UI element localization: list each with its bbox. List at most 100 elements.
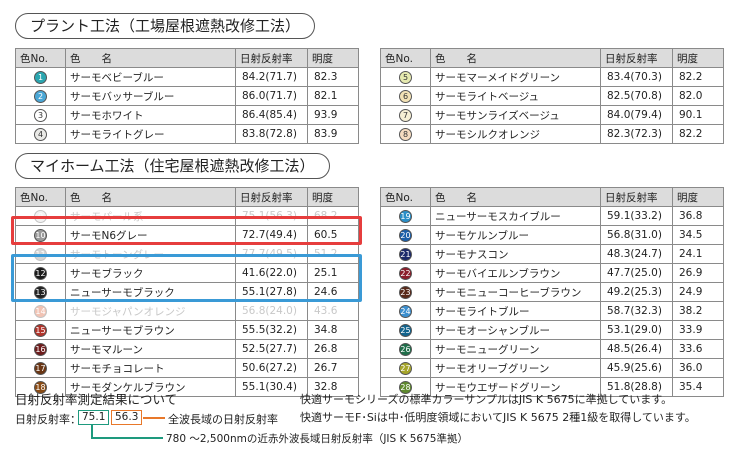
- brightness-cell: 43.6: [307, 301, 359, 321]
- color-no-cell: 9: [15, 206, 66, 226]
- color-number-badge: 8: [399, 127, 412, 141]
- brightness-cell: 26.9: [672, 263, 724, 283]
- reflectance-cell: 48.3(24.7): [600, 244, 673, 264]
- col-header-brightness: 明度: [307, 48, 359, 68]
- note-line-1: 快適サーモシリーズの標準カラーサンプルはJIS K 5675に準拠しています。: [300, 393, 673, 406]
- table-row: 18 サーモダンケルブラウン 55.1(30.4) 32.8: [15, 377, 359, 397]
- reflectance-cell: 49.2(25.3): [600, 282, 673, 302]
- color-number-badge: 11: [34, 247, 47, 261]
- reflectance-cell: 51.8(28.8): [600, 377, 673, 397]
- color-number-badge: 3: [34, 108, 47, 122]
- table-row: 11 サーモトーングレー 77.7(49.5) 51.2: [15, 244, 359, 264]
- color-no-cell: 24: [380, 301, 431, 321]
- color-name-cell: ニューサーモブラック: [65, 282, 236, 302]
- reflectance-cell: 86.4(85.4): [235, 105, 308, 125]
- col-header-no: 色No.: [380, 187, 431, 207]
- section-title-plant: プラント工法（工場屋根遮熱改修工法）: [15, 13, 316, 39]
- color-number-badge: 27: [399, 361, 412, 375]
- brightness-cell: 83.9: [307, 124, 359, 144]
- table-row: 19 ニューサーモスカイブルー 59.1(33.2) 36.8: [380, 206, 724, 226]
- brightness-cell: 32.8: [307, 377, 359, 397]
- color-name-cell: サーモジャパンオレンジ: [65, 301, 236, 321]
- color-number-badge: 6: [399, 89, 412, 103]
- brightness-cell: 51.2: [307, 244, 359, 264]
- color-no-cell: 4: [15, 124, 66, 144]
- color-name-cell: サーモニューグリーン: [430, 339, 601, 359]
- color-name-cell: サーモケルンブルー: [430, 225, 601, 245]
- brightness-cell: 34.5: [672, 225, 724, 245]
- nir-leader-line-v: [91, 425, 93, 438]
- col-header-no: 色No.: [15, 48, 66, 68]
- reflectance-cell: 55.5(32.2): [235, 320, 308, 340]
- col-header-reflectance: 日射反射率: [600, 187, 673, 207]
- brightness-cell: 82.0: [672, 86, 724, 106]
- color-no-cell: 15: [15, 320, 66, 340]
- color-name-cell: ニューサーモスカイブルー: [430, 206, 601, 226]
- color-name-cell: サーモライトベージュ: [430, 86, 601, 106]
- brightness-cell: 36.0: [672, 358, 724, 378]
- brightness-cell: 60.5: [307, 225, 359, 245]
- table-row: 21 サーモナスコン 48.3(24.7) 24.1: [380, 244, 724, 264]
- brightness-cell: 90.1: [672, 105, 724, 125]
- reflectance-cell: 52.5(27.7): [235, 339, 308, 359]
- table-row: 23 サーモニューコーヒーブラウン 49.2(25.3) 24.9: [380, 282, 724, 302]
- reflectance-cell: 82.3(72.3): [600, 124, 673, 144]
- color-no-cell: 5: [380, 67, 431, 87]
- color-no-cell: 18: [15, 377, 66, 397]
- myhome-table-left: 色No. 色 名 日射反射率 明度 9 サーモパール系 75.1(56.3) 68.2…: [15, 187, 359, 397]
- color-number-badge: 25: [399, 323, 412, 337]
- reflectance-cell: 82.5(70.8): [600, 86, 673, 106]
- color-name-cell: サーモバイエルンブラウン: [430, 263, 601, 283]
- color-name-cell: サーモシルクオレンジ: [430, 124, 601, 144]
- color-no-cell: 21: [380, 244, 431, 264]
- table-row: 22 サーモバイエルンブラウン 47.7(25.0) 26.9: [380, 263, 724, 283]
- color-number-badge: 28: [399, 380, 412, 394]
- reflectance-cell: 47.7(25.0): [600, 263, 673, 283]
- reflectance-cell: 86.0(71.7): [235, 86, 308, 106]
- total-note: 全波長域の日射反射率: [168, 413, 278, 426]
- col-header-name: 色 名: [65, 187, 236, 207]
- color-no-cell: 2: [15, 86, 66, 106]
- sample-nir-value: 75.1: [78, 410, 110, 425]
- color-name-cell: サーモライトグレー: [65, 124, 236, 144]
- table-row: 3 サーモホワイト 86.4(85.4) 93.9: [15, 105, 359, 125]
- color-number-badge: 17: [34, 361, 47, 375]
- col-header-no: 色No.: [15, 187, 66, 207]
- color-no-cell: 7: [380, 105, 431, 125]
- color-name-cell: サーモニューコーヒーブラウン: [430, 282, 601, 302]
- color-no-cell: 17: [15, 358, 66, 378]
- brightness-cell: 34.8: [307, 320, 359, 340]
- color-name-cell: サーモマーメイドグリーン: [430, 67, 601, 87]
- table-row: 25 サーモオーシャンブルー 53.1(29.0) 33.9: [380, 320, 724, 340]
- reflectance-cell: 75.1(56.3): [235, 206, 308, 226]
- color-name-cell: サーモウエザードグリーン: [430, 377, 601, 397]
- table-row: 13 ニューサーモブラック 55.1(27.8) 24.6: [15, 282, 359, 302]
- reflectance-cell: 59.1(33.2): [600, 206, 673, 226]
- total-leader-line: [143, 417, 165, 419]
- color-number-badge: 19: [399, 209, 412, 223]
- color-no-cell: 20: [380, 225, 431, 245]
- reflectance-cell: 72.7(49.4): [235, 225, 308, 245]
- table-row: 9 サーモパール系 75.1(56.3) 68.2: [15, 206, 359, 226]
- table-row: 6 サーモライトベージュ 82.5(70.8) 82.0: [380, 86, 724, 106]
- reflectance-cell: 55.1(30.4): [235, 377, 308, 397]
- brightness-cell: 36.8: [672, 206, 724, 226]
- color-name-cell: サーモバッサーブルー: [65, 86, 236, 106]
- color-no-cell: 11: [15, 244, 66, 264]
- nir-note: 780 ～2,500nmの近赤外波長域日射反射率（JIS K 5675準拠）: [166, 433, 468, 445]
- color-no-cell: 3: [15, 105, 66, 125]
- col-header-reflectance: 日射反射率: [235, 187, 308, 207]
- reflectance-cell: 56.8(24.0): [235, 301, 308, 321]
- color-name-cell: ニューサーモブラウン: [65, 320, 236, 340]
- color-name-cell: サーモダンケルブラウン: [65, 377, 236, 397]
- plant-table-right: 色No. 色 名 日射反射率 明度 5 サーモマーメイドグリーン 83.4(70.3…: [380, 48, 724, 144]
- color-no-cell: 22: [380, 263, 431, 283]
- reflectance-cell: 55.1(27.8): [235, 282, 308, 302]
- color-name-cell: サーモベビーブルー: [65, 67, 236, 87]
- table-row: 20 サーモケルンブルー 56.8(31.0) 34.5: [380, 225, 724, 245]
- color-number-badge: 24: [399, 304, 412, 318]
- color-no-cell: 1: [15, 67, 66, 87]
- color-name-cell: サーモナスコン: [430, 244, 601, 264]
- table-row: 2 サーモバッサーブルー 86.0(71.7) 82.1: [15, 86, 359, 106]
- reflectance-cell: 84.2(71.7): [235, 67, 308, 87]
